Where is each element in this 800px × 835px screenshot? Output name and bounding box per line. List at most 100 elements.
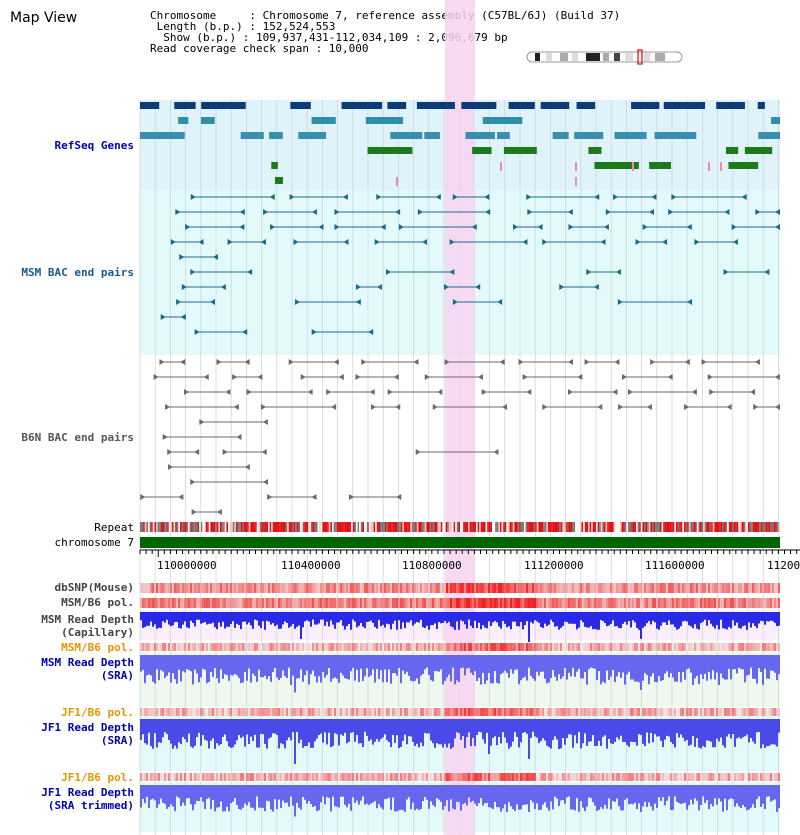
polymorphism-bin bbox=[604, 773, 606, 781]
polymorphism-bin bbox=[200, 583, 202, 593]
repeat-segment bbox=[552, 522, 555, 532]
polymorphism-bin bbox=[282, 708, 284, 716]
polymorphism-bin bbox=[150, 598, 152, 608]
read-depth-bar bbox=[778, 785, 780, 809]
polymorphism-bin bbox=[306, 773, 308, 781]
read-depth-bar bbox=[206, 612, 208, 625]
polymorphism-bin bbox=[496, 583, 498, 593]
read-depth-bar bbox=[408, 719, 410, 737]
polymorphism-bin bbox=[546, 598, 548, 608]
polymorphism-bin bbox=[328, 773, 330, 781]
polymorphism-bin bbox=[632, 643, 634, 651]
polymorphism-bin bbox=[544, 643, 546, 651]
read-depth-bar bbox=[704, 612, 706, 620]
read-depth-bar bbox=[176, 612, 178, 622]
read-depth-bar bbox=[490, 719, 492, 746]
read-depth-bar bbox=[538, 719, 540, 744]
repeat-segment bbox=[263, 522, 265, 532]
repeat-segment bbox=[223, 522, 225, 532]
read-depth-bar bbox=[776, 655, 778, 681]
read-depth-bar bbox=[314, 719, 316, 742]
read-depth-bar bbox=[296, 612, 298, 627]
read-depth-bar bbox=[760, 612, 762, 621]
repeat-segment bbox=[599, 522, 601, 532]
repeat-segment bbox=[386, 522, 388, 532]
read-depth-bar bbox=[720, 719, 722, 738]
polymorphism-bin bbox=[208, 598, 210, 608]
track-label-refseq[interactable]: RefSeq Genes bbox=[54, 139, 134, 152]
read-depth-bar bbox=[736, 719, 738, 739]
repeat-segment bbox=[168, 522, 171, 532]
polymorphism-bin bbox=[568, 598, 570, 608]
read-depth-bar bbox=[564, 655, 566, 668]
repeat-segment bbox=[756, 522, 758, 532]
repeat-segment bbox=[535, 522, 537, 532]
polymorphism-bin bbox=[172, 643, 174, 651]
ideogram-band bbox=[625, 53, 633, 61]
repeat-segment bbox=[700, 522, 702, 532]
read-depth-bar bbox=[750, 785, 752, 808]
polymorphism-bin bbox=[362, 598, 364, 608]
b6n-bac-pair-end bbox=[775, 404, 780, 410]
repeat-segment bbox=[242, 522, 244, 532]
read-depth-bar bbox=[554, 612, 556, 627]
polymorphism-bin bbox=[194, 708, 196, 716]
polymorphism-bin bbox=[672, 708, 674, 716]
b6n-bac-pair-end bbox=[701, 359, 707, 365]
track-label-msm-bac[interactable]: MSM BAC end pairs bbox=[21, 266, 134, 279]
polymorphism-bin bbox=[772, 598, 774, 608]
repeat-segment bbox=[608, 522, 611, 532]
polymorphism-bin bbox=[688, 643, 690, 651]
polymorphism-bin bbox=[218, 643, 220, 651]
msm-bac-pair-end bbox=[594, 194, 600, 200]
polymorphism-bin bbox=[438, 773, 440, 781]
read-depth-bar bbox=[164, 719, 166, 733]
polymorphism-bin bbox=[314, 643, 316, 651]
polymorphism-bin bbox=[428, 643, 430, 651]
repeat-segment bbox=[536, 522, 539, 532]
polymorphism-bin bbox=[756, 708, 758, 716]
read-depth-bar bbox=[632, 719, 634, 742]
read-depth-bar bbox=[598, 719, 600, 741]
polymorphism-bin bbox=[770, 773, 772, 781]
polymorphism-bin bbox=[228, 643, 230, 651]
read-depth-bar bbox=[646, 719, 648, 733]
read-depth-bar bbox=[206, 785, 208, 799]
read-depth-bar bbox=[718, 719, 720, 742]
polymorphism-bin bbox=[666, 643, 668, 651]
repeat-segment bbox=[314, 522, 316, 532]
repeat-segment bbox=[405, 522, 408, 532]
b6n-bac-pair-end bbox=[477, 374, 483, 380]
repeat-segment bbox=[215, 522, 217, 532]
polymorphism-bin bbox=[338, 598, 340, 608]
polymorphism-bin bbox=[720, 598, 722, 608]
polymorphism-bin bbox=[280, 643, 282, 651]
repeat-segment bbox=[511, 522, 513, 532]
read-depth-bar bbox=[208, 719, 210, 749]
polymorphism-bin bbox=[294, 583, 296, 593]
repeat-segment bbox=[512, 522, 515, 532]
read-depth-bar bbox=[286, 785, 288, 803]
read-depth-bar bbox=[760, 655, 762, 672]
read-depth-bar bbox=[392, 612, 394, 624]
repeat-segment bbox=[277, 522, 280, 532]
read-depth-bar bbox=[594, 612, 596, 629]
read-depth-bar bbox=[484, 612, 486, 628]
read-depth-bar bbox=[570, 719, 572, 735]
b6n-bac-pair-end bbox=[684, 359, 690, 365]
polymorphism-bin bbox=[168, 708, 170, 716]
read-depth-bar bbox=[386, 655, 388, 683]
polymorphism-bin bbox=[348, 598, 350, 608]
polymorphism-bin bbox=[150, 708, 152, 716]
polymorphism-bin bbox=[352, 643, 354, 651]
polymorphism-bin bbox=[190, 643, 192, 651]
polymorphism-bin bbox=[252, 583, 254, 593]
read-depth-bar bbox=[376, 785, 378, 809]
polymorphism-bin bbox=[740, 773, 742, 781]
read-depth-bar bbox=[696, 719, 698, 739]
polymorphism-bin bbox=[246, 598, 248, 608]
repeat-segment bbox=[586, 522, 588, 532]
track-label-b6n-bac[interactable]: B6N BAC end pairs bbox=[21, 431, 134, 444]
repeat-segment bbox=[373, 522, 376, 532]
